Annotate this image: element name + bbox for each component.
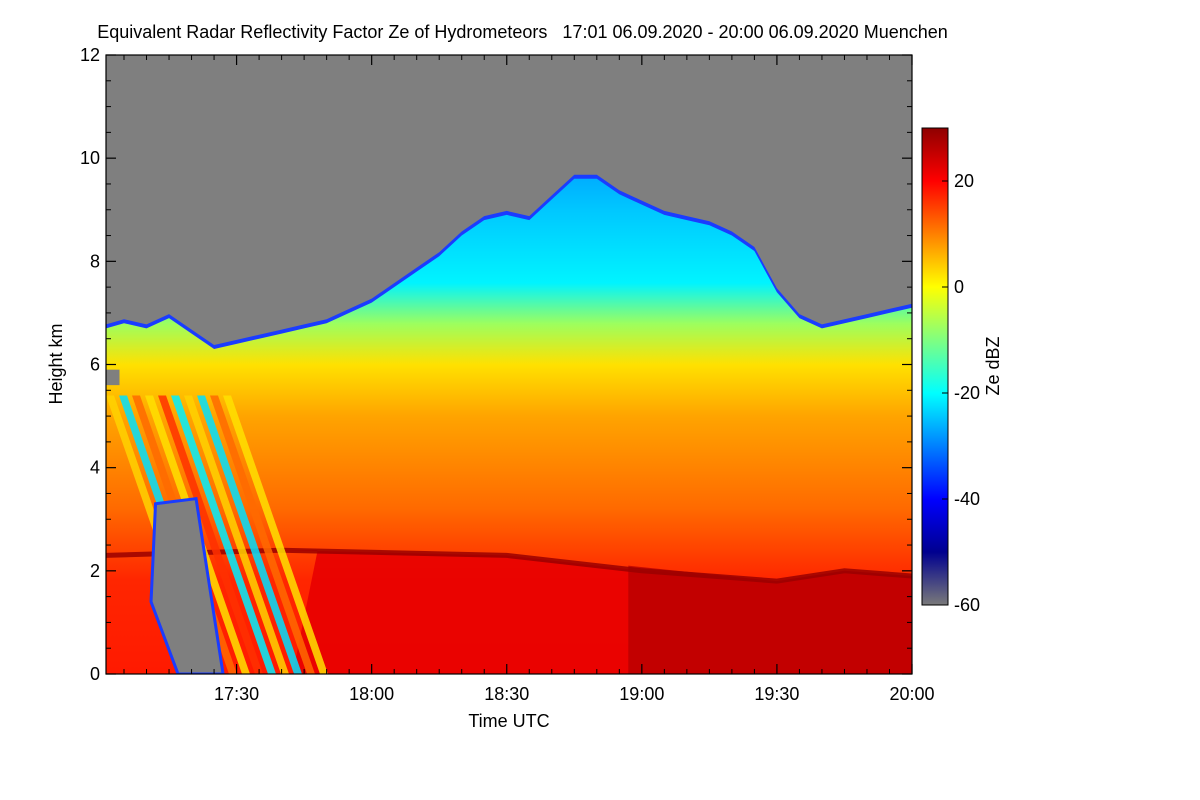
- fall-streak: [210, 395, 315, 674]
- y-axis-label: Height km: [46, 323, 66, 404]
- reflectivity-field: [106, 174, 912, 674]
- chart-title: Equivalent Radar Reflectivity Factor Ze …: [0, 22, 1045, 43]
- x-tick-label: 19:30: [754, 684, 799, 704]
- y-tick-label: 2: [90, 561, 100, 581]
- x-tick-label: 20:00: [889, 684, 934, 704]
- y-tick-label: 4: [90, 458, 100, 478]
- chart-location: Muenchen: [863, 22, 948, 42]
- colorbar-tick-label: -20: [954, 383, 980, 403]
- x-axis-label: Time UTC: [468, 711, 549, 731]
- x-axis: 17:30 18:00 18:30 19:00 19:30 20:00: [123, 55, 935, 704]
- fall-streak: [184, 395, 289, 674]
- colorbar-tick-label: -40: [954, 489, 980, 509]
- fall-streak: [158, 395, 263, 674]
- fall-streak: [223, 395, 328, 674]
- fall-streak: [171, 395, 276, 674]
- colorbar-scale: [921, 127, 949, 606]
- clear-gap: [149, 496, 225, 674]
- y-tick-label: 12: [80, 45, 100, 65]
- colorbar-label: Ze dBZ: [983, 336, 1003, 395]
- chart-time-range: 17:01 06.09.2020 - 20:00 06.09.2020: [562, 22, 859, 42]
- y-tick-label: 10: [80, 148, 100, 168]
- colorbar-tick-label: 20: [954, 171, 974, 191]
- x-tick-label: 19:00: [619, 684, 664, 704]
- colorbar-tick-label: -60: [954, 595, 980, 615]
- x-tick-label: 18:00: [349, 684, 394, 704]
- x-tick-label: 18:30: [484, 684, 529, 704]
- colorbar: -60 -40 -20 0 20: [921, 127, 980, 615]
- colorbar-tick-label: 0: [954, 277, 964, 297]
- clear-notch: [106, 369, 120, 386]
- chart-title-text: Equivalent Radar Reflectivity Factor Ze …: [97, 22, 548, 42]
- x-tick-label: 17:30: [214, 684, 259, 704]
- y-axis: 0 2 4 6 8 10 12: [80, 45, 912, 684]
- rain-core: [628, 565, 912, 674]
- y-tick-label: 6: [90, 355, 100, 375]
- y-tick-label: 0: [90, 664, 100, 684]
- fall-streak: [197, 395, 302, 674]
- y-tick-label: 8: [90, 251, 100, 271]
